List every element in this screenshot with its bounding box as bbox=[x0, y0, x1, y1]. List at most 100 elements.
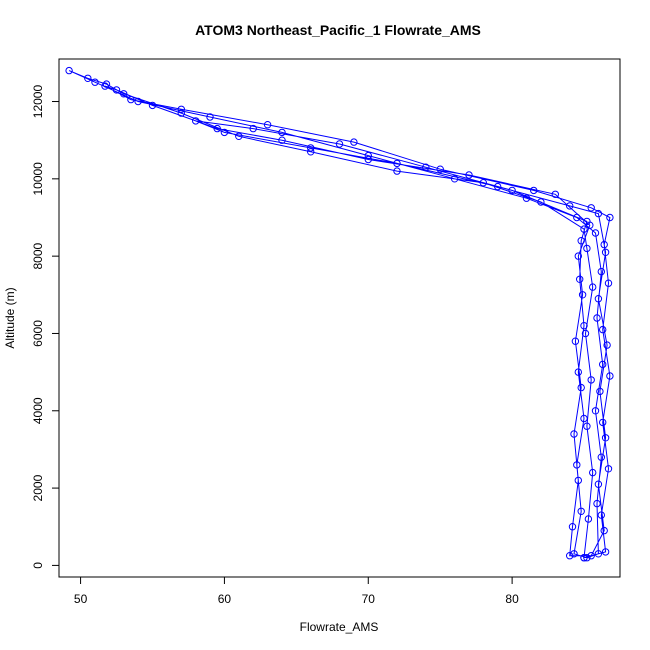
data-point bbox=[600, 526, 608, 535]
data-point bbox=[574, 476, 582, 485]
data-point bbox=[593, 499, 601, 508]
data-point bbox=[574, 252, 582, 260]
data-point bbox=[350, 138, 358, 146]
data-point bbox=[364, 155, 372, 164]
y-tick-label: 12000 bbox=[31, 85, 45, 119]
data-point bbox=[465, 171, 473, 179]
data-point bbox=[263, 121, 272, 129]
data-point bbox=[450, 175, 459, 183]
data-point bbox=[192, 117, 200, 125]
data-point bbox=[479, 179, 487, 187]
data-point bbox=[571, 337, 580, 345]
data-point bbox=[148, 101, 157, 110]
data-point bbox=[601, 548, 610, 556]
data-point bbox=[364, 151, 372, 160]
y-tick-label: 2000 bbox=[31, 474, 45, 501]
data-point bbox=[177, 109, 186, 117]
x-tick-label: 60 bbox=[218, 592, 232, 606]
data-point bbox=[508, 186, 516, 195]
x-tick-label: 50 bbox=[74, 592, 88, 606]
data-point bbox=[583, 554, 591, 562]
data-point bbox=[206, 113, 214, 121]
data-point bbox=[583, 244, 591, 253]
data-point bbox=[580, 554, 588, 562]
data-point bbox=[580, 414, 588, 423]
x-tick-label: 80 bbox=[505, 592, 519, 606]
data-point bbox=[120, 90, 128, 98]
data-point bbox=[574, 368, 582, 376]
data-point bbox=[593, 314, 601, 322]
data-point bbox=[586, 221, 594, 229]
data-point bbox=[606, 372, 614, 380]
data-point bbox=[537, 198, 545, 206]
data-point bbox=[577, 237, 585, 245]
data-point bbox=[551, 190, 559, 199]
data-point bbox=[584, 515, 593, 523]
data-point bbox=[594, 480, 603, 488]
data-point bbox=[522, 194, 531, 202]
plot-frame bbox=[58, 58, 621, 578]
data-point bbox=[570, 430, 578, 438]
y-tick-label: 8000 bbox=[31, 242, 45, 269]
data-point bbox=[335, 140, 344, 148]
data-point bbox=[589, 468, 597, 477]
data-point bbox=[596, 387, 604, 396]
y-tick-label: 10000 bbox=[31, 162, 45, 196]
data-point bbox=[177, 105, 186, 114]
data-point bbox=[566, 552, 574, 560]
data-point bbox=[101, 82, 109, 90]
data-point bbox=[127, 95, 135, 104]
data-point bbox=[112, 86, 121, 94]
data-point bbox=[577, 383, 585, 392]
data-point bbox=[578, 291, 587, 299]
data-point bbox=[102, 80, 111, 88]
data-point bbox=[576, 275, 584, 283]
data-point bbox=[213, 124, 221, 133]
data-point bbox=[84, 74, 92, 83]
data-point bbox=[594, 550, 603, 558]
y-tick-label: 0 bbox=[31, 562, 45, 569]
data-point bbox=[307, 148, 315, 156]
x-tick-label: 70 bbox=[362, 592, 376, 606]
data-point bbox=[278, 136, 286, 144]
data-point bbox=[580, 225, 588, 233]
data-point bbox=[566, 202, 574, 210]
series-line bbox=[68, 70, 611, 559]
data-point bbox=[599, 325, 607, 334]
data-point bbox=[599, 360, 607, 369]
data-point bbox=[601, 248, 610, 257]
data-point bbox=[307, 144, 315, 152]
data-point bbox=[65, 66, 73, 75]
data-point bbox=[603, 341, 611, 349]
data-point bbox=[530, 186, 538, 195]
data-point bbox=[591, 229, 600, 237]
data-point bbox=[591, 407, 600, 415]
plot-area bbox=[65, 66, 614, 562]
data-point bbox=[422, 163, 430, 171]
x-axis: 50 60 70 80 bbox=[74, 576, 519, 606]
y-axis-label: Altitude (m) bbox=[3, 287, 17, 348]
data-point bbox=[600, 240, 608, 249]
data-point bbox=[249, 124, 257, 133]
data-point bbox=[594, 209, 603, 218]
data-point bbox=[587, 552, 595, 560]
data-point bbox=[570, 550, 578, 558]
y-axis: 0 2000 4000 6000 8000 10000 12000 bbox=[31, 85, 60, 569]
data-point bbox=[597, 511, 605, 519]
data-point bbox=[436, 165, 444, 173]
data-point bbox=[393, 167, 401, 175]
data-point bbox=[606, 213, 614, 222]
data-point bbox=[601, 434, 610, 442]
data-point bbox=[604, 465, 613, 473]
data-point bbox=[597, 453, 605, 461]
data-point bbox=[235, 132, 243, 141]
data-point bbox=[580, 322, 588, 330]
data-point bbox=[494, 182, 502, 191]
data-point bbox=[599, 418, 607, 427]
data-point bbox=[577, 507, 585, 515]
data-point bbox=[594, 295, 603, 303]
data-point bbox=[583, 422, 591, 430]
y-tick-label: 6000 bbox=[31, 320, 45, 347]
data-point bbox=[91, 78, 99, 86]
